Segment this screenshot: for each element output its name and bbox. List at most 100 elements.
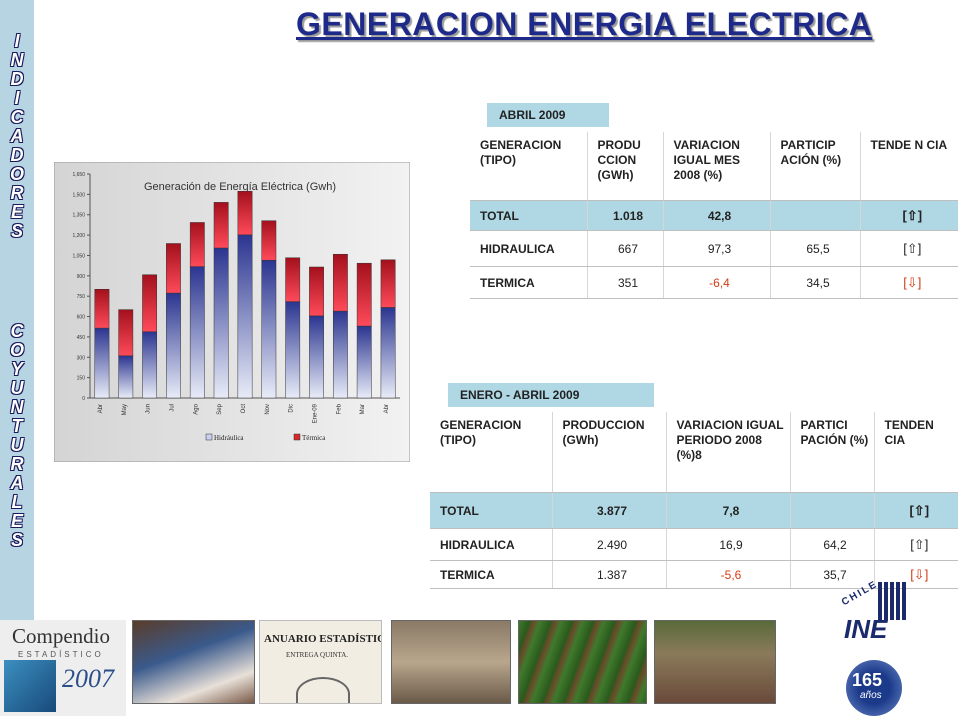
table1-cell-produccion: 351 (587, 266, 664, 299)
x-tick-label: Mar (360, 404, 366, 414)
sidebar-letter: U (10, 378, 24, 398)
x-tick-label: Abr (384, 404, 390, 413)
x-tick-label: May (122, 404, 128, 415)
table2-cell-participacion: 35,7 (790, 560, 875, 589)
x-tick-label: Jun (146, 404, 152, 414)
stamp-seal (296, 677, 350, 703)
x-tick-label: Sep (217, 403, 223, 414)
table2-cell-produccion: 2.490 (552, 528, 667, 561)
table2-cell-trend: [⇧] (874, 492, 958, 529)
table1-header-variacion: VARIACION IGUAL MES 2008 (%) (663, 132, 771, 201)
y-tick-label: 1,500 (72, 192, 85, 198)
table1-header-participacion: PARTICIP ACIÓN (%) (770, 132, 861, 201)
sidebar-letter: S (10, 221, 23, 241)
bar-termica (142, 274, 158, 333)
table1-period-tag: ABRIL 2009 (487, 103, 609, 127)
page-title: GENERACION ENERGIA ELECTRICA (296, 6, 873, 42)
table1-header-tendencia: TENDE N CIA (860, 132, 958, 201)
energy-generation-chart: Generación de Energía Eléctrica (Gwh) 0 1… (53, 161, 411, 463)
garden-photo (518, 620, 647, 704)
anuario-cover: ANUARIO ESTADÍSTICO. ENTREGA QUINTA. (259, 620, 382, 704)
table2-header-produccion: PRODUCCION (GWh) (552, 412, 667, 493)
y-tick-label: 600 (77, 315, 86, 321)
y-tick-label: 750 (77, 294, 86, 300)
trend-up-icon: [⇧] (909, 503, 930, 518)
y-tick-label: 900 (77, 274, 86, 280)
bar-termica (189, 222, 205, 267)
anuario-title: ANUARIO ESTADÍSTICO. (264, 633, 381, 645)
bar-hidraulica (213, 247, 229, 399)
y-tick-label: 1,200 (72, 233, 85, 239)
y-tick-label: 150 (77, 376, 86, 382)
table1-cell-trend: [⇩] (860, 266, 958, 299)
sidebar-letter: R (10, 454, 24, 474)
sidebar-letter: D (10, 69, 24, 89)
trend-down-icon: [⇩] (903, 275, 922, 290)
bar-termica (94, 289, 110, 329)
table2-cell-produccion: 1.387 (552, 560, 667, 589)
bar-termica (237, 190, 253, 236)
bar-hidraulica (189, 266, 205, 399)
chart-title: Generación de Energía Eléctrica (Gwh) (144, 181, 336, 193)
bar-hidraulica (332, 310, 348, 399)
y-tick-label: 450 (77, 335, 86, 341)
sidebar-letter: A (10, 473, 24, 493)
sidebar-letter: R (10, 183, 24, 203)
table2-cell-produccion: 3.877 (552, 492, 667, 529)
x-tick-label: Oct (241, 404, 247, 414)
table2-cell-participacion: 64,2 (790, 528, 875, 561)
trend-up-icon: [⇧] (902, 208, 923, 223)
sidebar-letter: C (10, 107, 24, 127)
sidebar-letter: E (10, 511, 23, 531)
bar-hidraulica (380, 307, 396, 399)
table1-header-generacion: GENERACION (TIPO) (470, 132, 588, 201)
bar-termica (118, 309, 134, 357)
sidebar-letter: D (10, 145, 24, 165)
table1-cell-variacion: 97,3 (663, 230, 771, 267)
x-tick-label: Nov (265, 404, 271, 415)
ine-bars-icon (878, 582, 908, 620)
table2-period-tag: ENERO - ABRIL 2009 (448, 383, 654, 407)
sidebar-letter: I (14, 88, 20, 108)
table1-header-row: GENERACION (TIPO) PRODU CCION (GWh) VARI… (470, 132, 958, 201)
table2-cell-variacion: 16,9 (666, 528, 791, 561)
bar-termica (309, 266, 324, 317)
y-tick-label: 1,350 (72, 213, 85, 219)
table1-cell-variacion: -6,4 (663, 266, 771, 299)
table1-cell-name: HIDRAULICA (470, 230, 588, 267)
x-tick-label: Ago (193, 403, 199, 414)
x-tick-label: Dic (289, 404, 295, 413)
x-tick-label: Jul (169, 404, 175, 412)
bar-termica (356, 262, 372, 327)
table2-cell-name: HIDRAULICA (430, 528, 553, 561)
bar-hidraulica (94, 327, 110, 399)
sidebar-letter: T (11, 416, 23, 436)
table1-cell-trend: [⇧] (860, 230, 958, 267)
compendio-word: Compendio (12, 624, 110, 648)
bar-hidraulica (261, 259, 277, 399)
table2-cell-name: TERMICA (430, 560, 553, 589)
bar-termica (213, 202, 229, 249)
table2-cell-variacion: 7,8 (666, 492, 791, 529)
compendio-cover: Compendio ESTADÍSTICO 2007 (0, 620, 126, 716)
table2-header-variacion: VARIACION IGUAL PERIODO 2008 (%)8 (666, 412, 791, 493)
bar-termica (261, 220, 277, 261)
sidebar-letter: I (14, 31, 20, 51)
chart-panel: Generación de Energía Eléctrica (Gwh) 0 1… (53, 161, 411, 463)
table2-cell-participacion (790, 492, 875, 529)
sidebar-letter: N (10, 397, 24, 417)
legend-label: Hidráulica (214, 434, 244, 442)
sidebar-letter: L (11, 492, 23, 512)
ine-logo-area: CHILE INE 165 años (820, 579, 960, 720)
table2-row-termica: TERMICA 1.387 -5,6 35,7 [⇩] (430, 560, 958, 589)
sidebar-letter: O (9, 340, 24, 360)
table1-cell-name: TERMICA (470, 266, 588, 299)
bar-hidraulica (309, 315, 324, 399)
table2-header-row: GENERACION (TIPO) PRODUCCION (GWh) VARIA… (430, 412, 958, 493)
y-tick-label: 1,650 (72, 172, 85, 178)
table-april-2009: GENERACION (TIPO) PRODU CCION (GWh) VARI… (470, 132, 958, 299)
y-tick-label: 1,050 (72, 253, 85, 259)
sidebar-letter: S (10, 530, 23, 550)
sidebar-letter: A (10, 126, 24, 146)
